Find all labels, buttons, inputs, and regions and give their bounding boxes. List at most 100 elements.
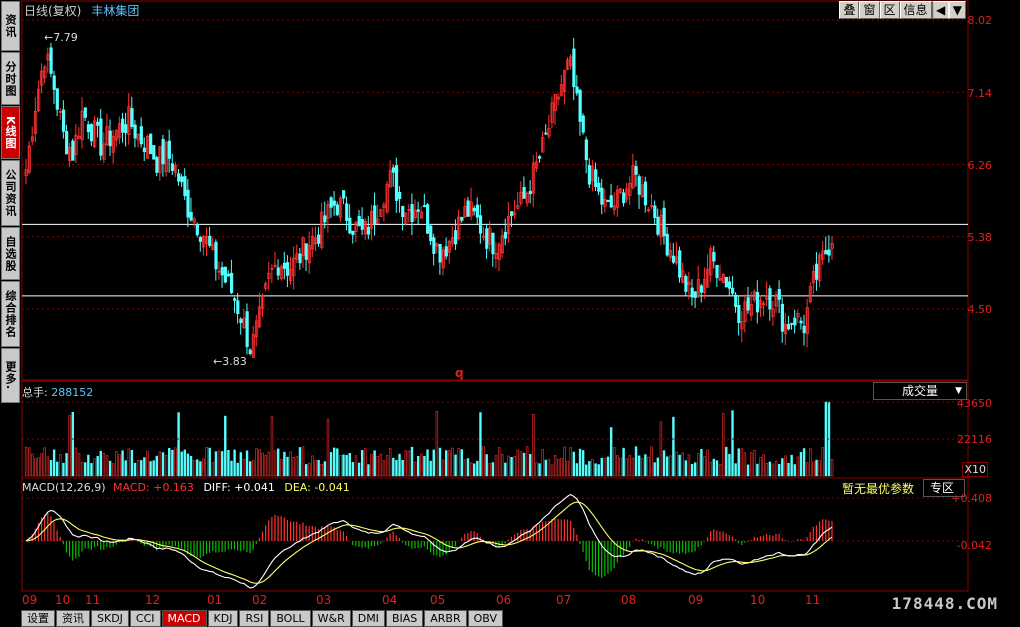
price-panel-border xyxy=(21,0,969,381)
tab-kdj[interactable]: KDJ xyxy=(207,610,239,627)
volume-bar xyxy=(267,451,271,477)
volume-bar xyxy=(535,462,538,477)
volume-bar xyxy=(606,456,610,477)
candle-body xyxy=(158,146,162,173)
candle-body xyxy=(603,198,607,207)
side-tab-intraday[interactable]: 分时图 xyxy=(1,52,20,105)
tab-news[interactable]: 资讯 xyxy=(56,610,90,627)
candle-body xyxy=(643,181,648,206)
volume-bar xyxy=(264,455,267,477)
volume-bar xyxy=(591,458,594,477)
volume-selector[interactable]: 成交量 ▼ xyxy=(873,382,967,400)
candle-body xyxy=(289,268,293,281)
candle-body xyxy=(513,212,517,216)
stock-name[interactable]: 丰林集团 xyxy=(91,4,140,18)
candle-body xyxy=(525,192,529,204)
side-tab-news[interactable]: 资讯 xyxy=(1,1,20,51)
candle-body xyxy=(320,211,324,248)
volume-bar xyxy=(286,456,289,477)
candle-body xyxy=(653,205,657,219)
volume-axis-label: 43650 xyxy=(957,397,992,410)
tab-rsi[interactable]: RSI xyxy=(239,610,270,627)
menu-dropdown-button[interactable]: ▼ xyxy=(948,1,966,19)
candle-body xyxy=(556,96,560,100)
candle-body xyxy=(790,322,794,325)
candle-body xyxy=(805,307,809,334)
volume-bar xyxy=(423,455,426,477)
candle-body xyxy=(687,281,691,285)
candle-body xyxy=(77,135,81,139)
info-button[interactable]: 信息 xyxy=(899,1,932,19)
tab-settings[interactable]: 设置 xyxy=(21,610,55,627)
candle-body xyxy=(388,170,392,188)
tab-macd[interactable]: MACD xyxy=(161,610,207,627)
tab-bias[interactable]: BIAS xyxy=(385,610,424,627)
volume-bar xyxy=(199,461,202,477)
candle-body xyxy=(503,231,508,239)
side-tab-more[interactable]: 更多. xyxy=(1,348,20,403)
volume-bar xyxy=(332,447,336,477)
volume-bar xyxy=(96,456,99,477)
candle-body xyxy=(145,136,150,159)
macd-zone-button[interactable]: 专区 xyxy=(923,479,965,497)
tab-obv[interactable]: OBV xyxy=(467,610,504,627)
low-price-mark: ←3.83 xyxy=(213,355,247,368)
volume-bar xyxy=(725,446,728,477)
candle-body xyxy=(208,235,212,246)
volume-bar xyxy=(376,456,379,477)
volume-bar xyxy=(460,449,463,477)
volume-bar xyxy=(407,450,411,477)
tab-boll[interactable]: BOLL xyxy=(270,610,311,627)
side-tab-watchlist[interactable]: 自选股 xyxy=(1,227,20,280)
volume-bar xyxy=(547,459,551,477)
volume-bar xyxy=(821,447,824,477)
volume-bar xyxy=(469,462,473,477)
volume-bar xyxy=(339,455,342,477)
candle-body xyxy=(270,267,274,270)
volume-bar xyxy=(252,460,255,477)
volume-bar xyxy=(295,456,299,477)
side-tab-ranking[interactable]: 综合排名 xyxy=(1,281,20,347)
candle-body xyxy=(264,283,268,289)
candle-body xyxy=(637,176,641,195)
overlay-button[interactable]: 叠 xyxy=(839,1,860,19)
tab-skdj[interactable]: SKDJ xyxy=(91,610,129,627)
candle-body xyxy=(298,253,302,264)
candle-body xyxy=(58,110,63,113)
candle-body xyxy=(410,204,414,222)
candle-body xyxy=(217,270,221,273)
volume-bar xyxy=(46,456,50,477)
side-tab-company[interactable]: 公司资讯 xyxy=(1,160,20,226)
candle-body xyxy=(432,237,436,254)
tab-wr[interactable]: W&R xyxy=(311,610,351,627)
candle-body xyxy=(407,209,411,211)
side-tab-kline[interactable]: K线图 xyxy=(1,106,20,159)
volume-bar xyxy=(681,452,684,477)
volume-bar xyxy=(445,450,448,477)
volume-bar xyxy=(765,463,768,477)
x-axis-label: 10 xyxy=(750,593,766,607)
candle-body xyxy=(681,270,685,283)
candle-body xyxy=(703,278,707,293)
volume-bar xyxy=(501,453,504,477)
candle-body xyxy=(310,235,315,250)
volume-bar xyxy=(304,464,308,477)
volume-bar xyxy=(239,452,243,477)
volume-bar xyxy=(466,458,470,477)
x-axis-label: 03 xyxy=(316,593,332,607)
chevron-down-icon: ▼ xyxy=(955,386,962,396)
back-button[interactable]: ▶ xyxy=(931,1,949,19)
candle-body xyxy=(401,205,405,217)
window-button[interactable]: 窗 xyxy=(859,1,880,19)
volume-bar xyxy=(653,462,656,477)
volume-bar xyxy=(572,451,576,477)
candle-body xyxy=(715,264,719,278)
zone-button[interactable]: 区 xyxy=(879,1,900,19)
tab-arbr[interactable]: ARBR xyxy=(424,610,467,627)
candle-body xyxy=(68,146,72,162)
volume-bar xyxy=(308,462,311,477)
tab-cci[interactable]: CCI xyxy=(129,610,161,627)
volume-bar xyxy=(529,454,532,477)
tab-dmi[interactable]: DMI xyxy=(351,610,385,627)
